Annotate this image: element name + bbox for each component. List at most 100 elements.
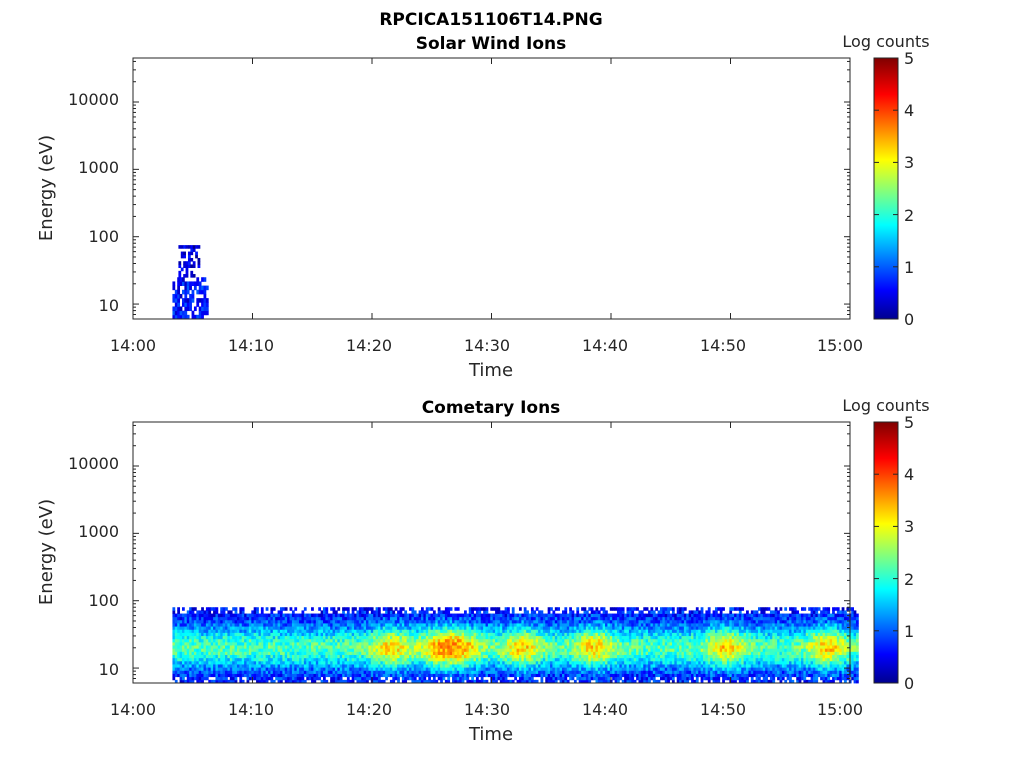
spectrogram-cell xyxy=(268,613,271,618)
spectrogram-cell xyxy=(177,651,181,655)
spectrogram-cell xyxy=(466,648,470,652)
spectrogram-cell xyxy=(650,613,654,618)
spectrogram-cell xyxy=(256,638,259,643)
spectrogram-cell xyxy=(301,676,305,681)
spectrogram-cell xyxy=(626,632,630,637)
spectrogram-cell xyxy=(554,657,558,662)
spectrogram-cell xyxy=(483,626,486,630)
colorbar-tick-label: 4 xyxy=(904,101,914,120)
spectrogram-cell xyxy=(406,623,410,627)
spectrogram-cell xyxy=(358,641,362,646)
spectrogram-cell xyxy=(215,673,219,678)
spectrogram-cell xyxy=(397,619,400,624)
spectrogram-cell xyxy=(294,638,298,643)
spectrogram-cell xyxy=(296,623,300,627)
spectrogram-cell xyxy=(538,648,541,652)
spectrogram-cell xyxy=(373,673,376,678)
spectrogram-cell xyxy=(363,651,367,655)
spectrogram-cell xyxy=(239,667,243,671)
spectrogram-cell xyxy=(205,610,209,614)
spectrogram-cell xyxy=(174,645,178,649)
spectrogram-cell xyxy=(614,616,618,621)
spectrogram-cell xyxy=(389,635,393,640)
spectrogram-cell xyxy=(191,664,195,668)
spectrogram-cell xyxy=(366,654,369,659)
spectrogram-cell xyxy=(542,654,546,659)
spectrogram-cell xyxy=(406,629,410,633)
spectrogram-cell xyxy=(404,632,408,637)
spectrogram-cell xyxy=(583,626,587,630)
spectrogram-cell xyxy=(308,629,312,633)
spectrogram-cell xyxy=(174,635,178,640)
spectrogram-cell xyxy=(581,629,584,633)
spectrogram-cell xyxy=(366,638,369,643)
spectrogram-cell xyxy=(401,638,405,643)
spectrogram-cell xyxy=(397,679,400,684)
spectrogram-cell xyxy=(638,651,642,655)
spectrogram-cell xyxy=(320,638,324,643)
spectrogram-cell xyxy=(332,641,336,646)
spectrogram-cell xyxy=(478,648,482,652)
spectrogram-cell xyxy=(404,645,408,649)
spectrogram-cell xyxy=(643,645,647,649)
spectrogram-cell xyxy=(428,657,431,662)
spectrogram-cell xyxy=(366,648,369,652)
spectrogram-cell xyxy=(191,667,195,671)
spectrogram-cell xyxy=(573,619,577,624)
spectrogram-cell xyxy=(559,638,563,643)
spectrogram-cell xyxy=(602,607,606,611)
spectrogram-cell xyxy=(628,610,632,614)
spectrogram-cell xyxy=(179,616,183,621)
spectrogram-cell xyxy=(607,645,611,649)
spectrogram-cell xyxy=(217,619,221,624)
spectrogram-cell xyxy=(344,660,348,665)
spectrogram-cell xyxy=(464,664,467,668)
spectrogram-cell xyxy=(538,638,541,643)
spectrogram-cell xyxy=(425,613,429,618)
spectrogram-cell xyxy=(272,638,276,643)
spectrogram-cell xyxy=(540,638,544,643)
spectrogram-cell xyxy=(404,676,408,681)
spectrogram-cell xyxy=(241,657,245,662)
spectrogram-cell xyxy=(645,626,649,630)
spectrogram-cell xyxy=(258,660,262,665)
spectrogram-cell xyxy=(597,657,601,662)
spectrogram-cell xyxy=(597,664,601,668)
spectrogram-cell xyxy=(190,248,194,252)
spectrogram-cell xyxy=(530,657,534,662)
spectrogram-cell xyxy=(576,654,580,659)
spectrogram-cell xyxy=(174,619,178,624)
spectrogram-cell xyxy=(334,613,338,618)
spectrogram-cell xyxy=(301,616,305,621)
spectrogram-cell xyxy=(566,632,570,637)
spectrogram-cell xyxy=(263,670,267,674)
spectrogram-cell xyxy=(502,626,506,630)
spectrogram-cell xyxy=(361,664,365,668)
spectrogram-cell xyxy=(217,648,221,652)
spectrogram-cell xyxy=(588,673,592,678)
spectrogram-cell xyxy=(550,676,553,681)
spectrogram-cell xyxy=(270,673,274,678)
spectrogram-cell xyxy=(636,648,639,652)
spectrogram-cell xyxy=(349,626,353,630)
spectrogram-cell xyxy=(432,629,436,633)
spectrogram-cell xyxy=(628,673,632,678)
spectrogram-cell xyxy=(203,289,207,295)
spectrogram-cell xyxy=(468,613,472,618)
spectrogram-cell xyxy=(342,641,345,646)
spectrogram-cell xyxy=(373,635,376,640)
spectrogram-cell xyxy=(662,670,666,674)
spectrogram-cell xyxy=(311,670,314,674)
spectrogram-cell xyxy=(413,635,417,640)
spectrogram-cell xyxy=(597,654,601,659)
spectrogram-cell xyxy=(201,667,204,671)
spectrogram-cell xyxy=(253,641,257,646)
spectrogram-cell xyxy=(616,616,620,621)
spectrogram-cell xyxy=(241,638,245,643)
spectrogram-cell xyxy=(275,635,278,640)
spectrogram-cell xyxy=(172,293,176,299)
spectrogram-cell xyxy=(220,635,224,640)
spectrogram-cell xyxy=(490,673,494,678)
spectrogram-cell xyxy=(256,632,259,637)
